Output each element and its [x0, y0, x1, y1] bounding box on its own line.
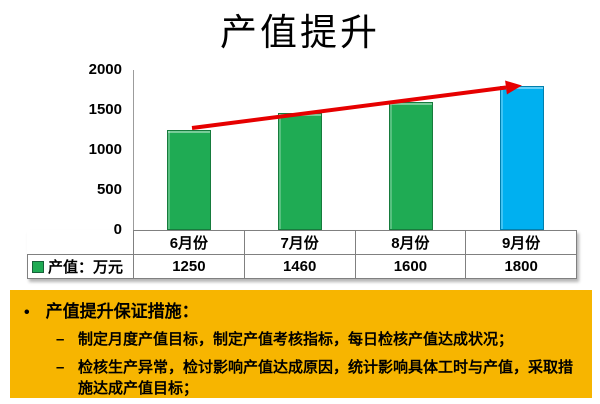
month-header-cell: 9月份 — [465, 230, 577, 255]
y-axis-tick-label: 2000 — [88, 61, 122, 78]
value-cell: 1250 — [133, 254, 245, 279]
month-header-cell: 6月份 — [133, 230, 245, 255]
bar-6月份 — [167, 130, 212, 230]
dash-marker: – — [56, 359, 65, 376]
y-axis-tick-label: 1500 — [88, 101, 122, 118]
chart-data-table: 6月份 7月份 8月份 9月份 产值：万元 1250 1460 1600 1800 — [27, 230, 577, 279]
value-row: 产值：万元 1250 1460 1600 1800 — [27, 254, 577, 279]
month-header-cell: 8月份 — [354, 230, 467, 255]
notes-panel: • 产值提升保证措施： – 制定月度产值目标，制定产值考核指标，每日检核产值达成状况… — [10, 290, 592, 398]
legend-swatch-icon — [32, 261, 44, 273]
note-item-text: 检核生产异常，检讨影响产值达成原因，统计影响具体工时与产值，采取措施达成产值目标… — [78, 359, 574, 397]
note-item: – 制定月度产值目标，制定产值考核指标，每日检核产值达成状况； — [56, 329, 586, 350]
plot-area — [133, 70, 577, 230]
notes-heading-row: • 产值提升保证措施： — [10, 290, 592, 322]
page-title: 产值提升 — [220, 13, 380, 54]
notes-list: – 制定月度产值目标，制定产值考核指标，每日检核产值达成状况； – 检核生产异常，检讨… — [10, 329, 592, 398]
bar-chart: 0 500 1000 1500 2000 — [0, 60, 600, 278]
month-header-row: 6月份 7月份 8月份 9月份 — [28, 230, 577, 255]
bar-9月份 — [499, 86, 544, 230]
y-axis-tick-label: 0 — [113, 221, 122, 238]
note-item: – 检核生产异常，检讨影响产值达成原因，统计影响具体工时与产值，采取措施达成产值目… — [56, 357, 586, 398]
bar-8月份 — [388, 102, 433, 230]
bar-7月份 — [278, 113, 323, 230]
legend-cell: 产值：万元 — [27, 254, 134, 279]
value-cell: 1460 — [243, 254, 356, 279]
table-spacer-cell — [28, 231, 134, 255]
bullet-marker: • — [24, 304, 30, 321]
legend-label: 产值：万元 — [48, 259, 124, 276]
note-item-text: 制定月度产值目标，制定产值考核指标，每日检核产值达成状况； — [78, 331, 514, 348]
notes-heading: 产值提升保证措施： — [45, 302, 199, 321]
dash-marker: – — [56, 331, 65, 348]
y-axis-tick-label: 1000 — [88, 141, 122, 158]
value-cell: 1600 — [354, 254, 467, 279]
value-cell: 1800 — [465, 254, 577, 279]
y-axis-tick-label: 500 — [96, 181, 122, 198]
month-header-cell: 7月份 — [243, 230, 356, 255]
